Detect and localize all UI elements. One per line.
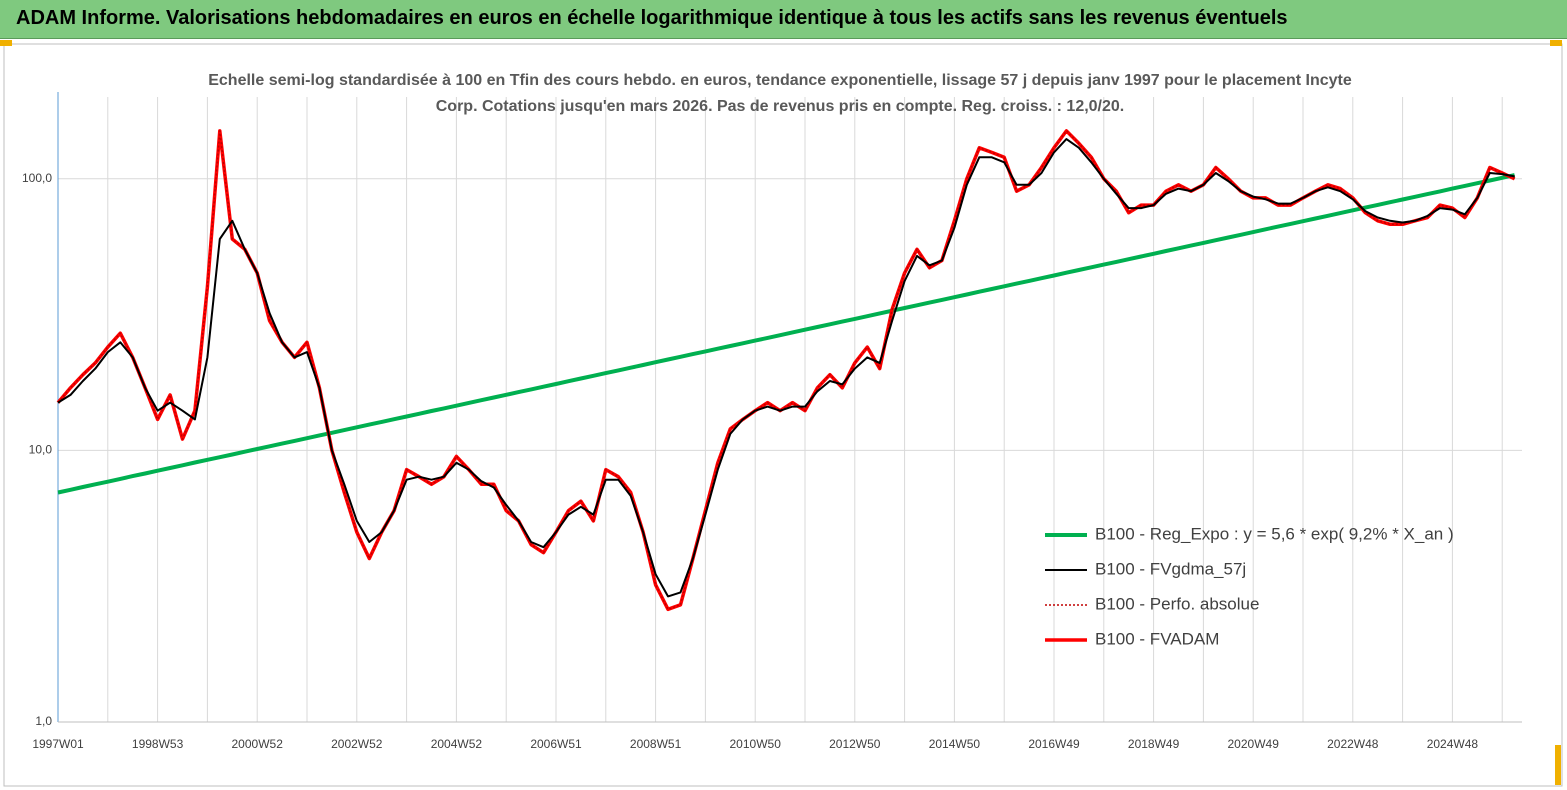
legend-label: B100 - Perfo. absolue — [1095, 594, 1259, 613]
x-tick-label: 2000W52 — [232, 737, 284, 751]
corner-mark — [0, 40, 12, 46]
x-tick-label: 2024W48 — [1427, 737, 1479, 751]
chart-frame — [3, 43, 1563, 787]
x-tick-label: 2020W49 — [1228, 737, 1280, 751]
y-tick-label: 100,0 — [22, 171, 52, 185]
x-tick-label: 2016W49 — [1028, 737, 1080, 751]
x-tick-label: 2018W49 — [1128, 737, 1180, 751]
legend-label: B100 - Reg_Expo : y = 5,6 * exp( 9,2% * … — [1095, 524, 1454, 543]
chart-subtitle: Echelle semi-log standardisée à 100 en T… — [208, 72, 1352, 115]
x-tick-label: 2006W51 — [530, 737, 582, 751]
series-line — [57, 173, 1516, 495]
banner: ADAM Informe. Valorisations hebdomadaire… — [0, 0, 1567, 39]
y-tick-label: 10,0 — [29, 443, 53, 457]
corner-mark — [1550, 40, 1562, 46]
x-tick-label: 1997W01 — [32, 737, 84, 751]
x-tick-label: 2002W52 — [331, 737, 383, 751]
x-tick-label: 2012W50 — [829, 737, 881, 751]
series-line — [57, 138, 1515, 598]
y-tick-label: 1,0 — [35, 714, 52, 728]
legend-label: B100 - FVADAM — [1095, 629, 1219, 648]
legend-label: B100 - FVgdma_57j — [1095, 559, 1246, 578]
x-tick-label: 2014W50 — [929, 737, 981, 751]
x-tick-label: 1998W53 — [132, 737, 184, 751]
chart-title: ADAM Informe. Valorisations hebdomadaire… — [16, 7, 1288, 29]
corner-mark — [1555, 745, 1561, 785]
x-tick-label: 2004W52 — [431, 737, 483, 751]
x-tick-label: 2022W48 — [1327, 737, 1379, 751]
x-tick-label: 2010W50 — [730, 737, 782, 751]
x-tick-label: 2008W51 — [630, 737, 682, 751]
